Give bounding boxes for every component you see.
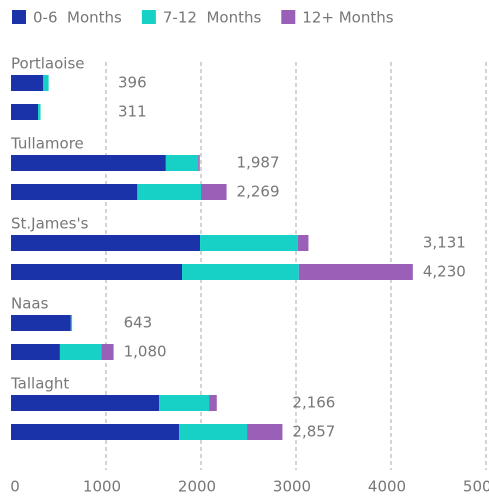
bar-segment	[59, 344, 102, 360]
legend-label: 0-6 Months	[33, 9, 122, 27]
bar-segment	[70, 315, 73, 331]
bar-segment	[11, 104, 39, 120]
total-label: 311	[118, 103, 147, 121]
bar-segment	[11, 235, 201, 251]
x-tick-label: 3000	[273, 478, 311, 496]
legend-swatch	[12, 10, 26, 24]
group-label: St.James's	[11, 215, 89, 233]
bar-segment	[11, 264, 182, 280]
total-label: 396	[118, 74, 147, 92]
bar-segment	[165, 155, 199, 171]
legend-label: 7-12 Months	[163, 9, 262, 27]
group-label: Tullamore	[10, 135, 84, 153]
bar-segment	[43, 75, 49, 91]
legend-swatch	[141, 10, 156, 24]
bar-segment	[11, 155, 166, 171]
bar-segment	[201, 184, 227, 200]
bar-segment	[11, 75, 44, 91]
total-label: 2,857	[292, 423, 335, 441]
x-tick-label: 0	[10, 478, 20, 496]
total-label: 4,230	[423, 263, 466, 281]
bar-segment	[209, 395, 217, 411]
bar-segment	[101, 344, 114, 360]
group-label: Portlaoise	[11, 55, 84, 73]
total-label: 2,269	[237, 183, 280, 201]
bar-segment	[38, 104, 41, 120]
x-tick-label: 2000	[178, 478, 216, 496]
bar-segment	[298, 264, 413, 280]
total-label: 643	[124, 314, 153, 332]
bar-segment	[137, 184, 201, 200]
bar-segment	[198, 155, 200, 171]
bar-segment	[179, 424, 248, 440]
x-tick-label: 4000	[368, 478, 406, 496]
bar-segment	[200, 235, 298, 251]
bar-segment	[11, 395, 160, 411]
group-label: Naas	[11, 295, 49, 313]
bar-segment	[11, 424, 180, 440]
total-label: 2,166	[292, 394, 335, 412]
legend-label: 12+ Months	[302, 9, 393, 27]
group-label: Tallaght	[10, 375, 69, 393]
total-label: 1,080	[124, 343, 167, 361]
bar-segment	[297, 235, 309, 251]
bar-segment	[159, 395, 210, 411]
bar-segment	[11, 344, 60, 360]
x-tick-label: 1000	[83, 478, 121, 496]
bar-segment	[11, 184, 138, 200]
total-label: 1,987	[237, 154, 280, 172]
total-label: 3,131	[423, 234, 466, 252]
bar-segment	[182, 264, 299, 280]
bar-segment	[247, 424, 283, 440]
legend-swatch	[281, 10, 296, 24]
bar-segment	[11, 315, 71, 331]
